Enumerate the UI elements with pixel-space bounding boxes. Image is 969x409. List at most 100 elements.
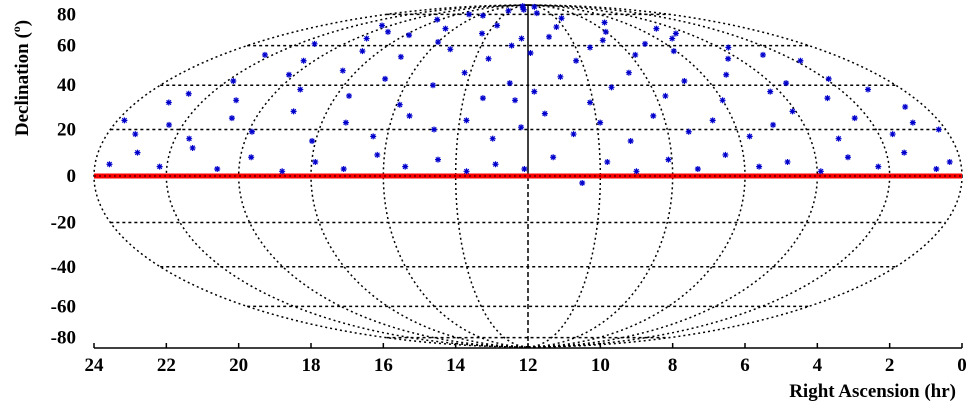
data-point-106 [599,37,606,44]
data-point-109 [670,48,677,55]
data-point-132 [531,3,538,10]
y-tick-label: -40 [51,257,76,278]
data-point-82 [767,88,774,95]
data-point-16 [579,180,586,187]
data-point-68 [396,101,403,108]
data-point-58 [121,117,128,124]
data-point-131 [520,6,527,13]
data-point-102 [527,50,534,57]
data-point-37 [342,119,349,126]
x-axis [93,343,963,349]
data-point-87 [165,99,172,106]
y-axis-label-main: Declination ( [12,32,33,136]
data-point-0 [106,161,113,168]
x-tick-label: 16 [374,355,393,376]
data-point-64 [297,86,304,93]
data-point-111 [725,55,732,62]
y-axis-label: Declination (o) [9,20,33,136]
y-tick-label: -60 [51,296,76,317]
y-axis-label-superscript: o [9,26,23,32]
data-point-32 [186,135,193,142]
data-point-123 [505,7,512,14]
meridian-10h [527,4,602,348]
data-point-112 [725,44,732,51]
data-point-57 [909,119,916,126]
data-point-48 [650,112,657,119]
data-point-4 [214,165,221,172]
data-point-35 [290,108,297,115]
data-point-49 [685,128,692,135]
data-point-25 [844,154,851,161]
data-point-44 [541,110,548,117]
y-axis-label-end: ) [12,20,33,26]
data-point-133 [384,28,391,35]
data-point-74 [557,73,564,80]
data-point-31 [166,121,173,128]
data-point-28 [933,165,940,172]
data-point-92 [300,57,307,64]
x-tick-label: 8 [668,355,678,376]
data-point-83 [783,80,790,87]
data-point-95 [406,32,413,39]
data-point-60 [185,90,192,97]
data-point-121 [434,16,441,23]
data-point-99 [479,30,486,37]
x-tick-label: 18 [302,355,321,376]
data-point-20 [694,165,701,172]
data-point-38 [370,133,377,140]
data-point-91 [311,40,318,47]
data-point-33 [228,115,235,122]
data-point-24 [817,168,824,175]
data-point-96 [397,53,404,60]
data-point-122 [479,12,486,19]
x-tick-label: 24 [85,355,105,376]
data-point-56 [889,131,896,138]
data-point-43 [518,124,525,131]
data-point-117 [602,28,609,35]
data-point-73 [531,88,538,95]
data-point-12 [463,168,470,175]
data-points [106,3,953,187]
data-point-19 [665,156,672,163]
data-point-97 [435,39,442,46]
y-tick-label: 80 [57,4,76,25]
data-point-129 [466,11,473,18]
data-point-66 [346,92,353,99]
data-point-127 [601,19,608,26]
y-tick-label: 60 [57,36,76,57]
data-point-70 [461,69,468,76]
data-point-14 [521,165,528,172]
data-point-34 [249,128,256,135]
data-point-78 [662,92,669,99]
data-point-114 [797,57,804,64]
data-point-98 [447,46,454,53]
data-point-79 [681,77,688,84]
data-point-116 [442,25,449,32]
data-point-85 [825,75,832,82]
data-point-1 [134,149,141,156]
data-point-104 [573,57,580,64]
data-point-52 [770,121,777,128]
x-tick-label: 0 [957,355,967,376]
data-point-119 [553,24,560,31]
data-point-47 [627,137,634,144]
y-tick-label: 0 [67,166,77,187]
x-tick-label: 10 [591,355,610,376]
data-point-71 [479,95,486,102]
data-point-130 [519,3,526,10]
data-point-7 [312,158,319,165]
data-point-39 [406,112,413,119]
data-point-59 [935,126,942,133]
data-point-8 [340,165,347,172]
data-point-118 [494,22,501,29]
data-point-101 [508,42,515,49]
data-point-86 [865,86,872,93]
data-point-15 [550,154,557,161]
data-point-89 [512,97,519,104]
y-tick-labels: 80 60 40 20 0 -20 -40 -60 -80 [51,4,76,348]
data-point-110 [669,35,676,42]
data-point-88 [902,103,909,110]
data-point-128 [653,25,660,32]
data-point-23 [784,158,791,165]
data-point-115 [518,35,525,42]
